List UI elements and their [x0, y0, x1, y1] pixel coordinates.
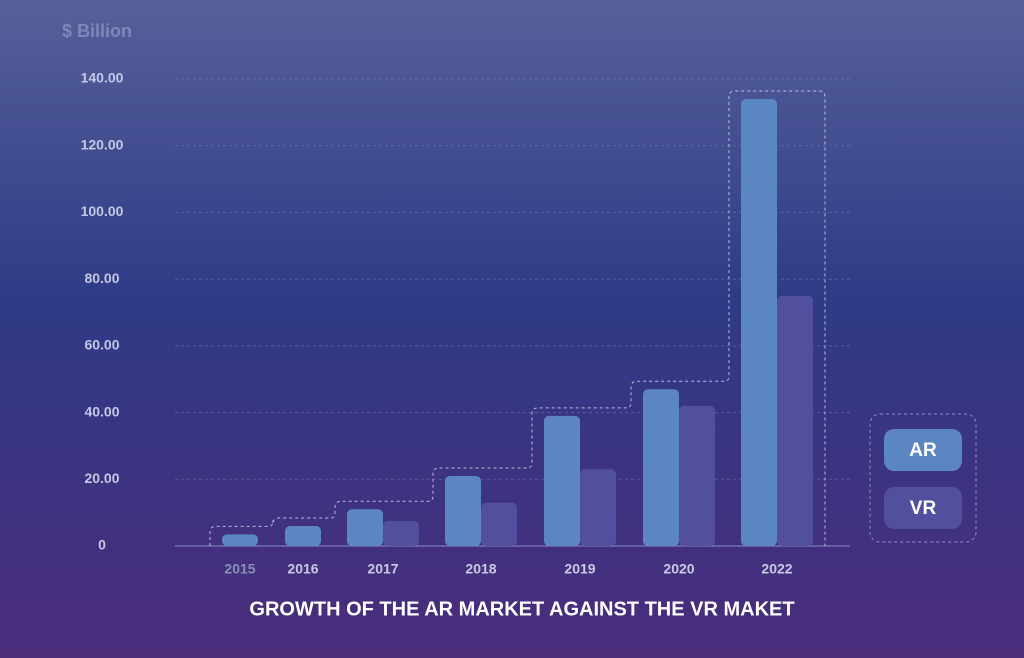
bar	[643, 389, 679, 546]
legend-swatch	[884, 487, 962, 529]
y-tick-label: 0	[98, 537, 106, 553]
bar	[222, 534, 258, 546]
legend-swatch	[884, 429, 962, 471]
bar	[544, 415, 580, 546]
x-tick-label: 2020	[663, 561, 694, 577]
bar	[347, 509, 383, 546]
y-tick-label: 40.00	[84, 403, 119, 419]
bar	[445, 475, 481, 546]
x-tick-label: 2022	[761, 561, 792, 577]
bar	[383, 520, 419, 546]
y-tick-label: 140.00	[81, 70, 124, 86]
bar	[481, 502, 517, 546]
step-outline	[209, 90, 826, 546]
bar	[285, 525, 321, 546]
chart-title: GROWTH OF THE AR MARKET AGAINST THE VR M…	[249, 598, 794, 620]
x-tick-label: 2019	[564, 561, 595, 577]
bar	[777, 295, 813, 546]
legend-frame	[869, 413, 977, 543]
y-tick-label: 120.00	[81, 136, 124, 152]
y-tick-label: 80.00	[84, 270, 119, 286]
x-tick-label: 2018	[465, 561, 496, 577]
y-tick-label: 100.00	[81, 203, 124, 219]
legend-label: AR	[909, 440, 937, 461]
legend-label: VR	[910, 498, 937, 519]
bar	[741, 99, 777, 546]
x-tick-label: 2016	[287, 561, 318, 577]
x-tick-label: 2015	[224, 561, 255, 577]
bar	[679, 405, 715, 546]
y-tick-label: 60.00	[84, 337, 119, 353]
x-tick-label: 2017	[367, 561, 398, 577]
y-tick-label: 20.00	[84, 470, 119, 486]
y-axis-label: $ Billion	[62, 21, 132, 41]
bar	[580, 469, 616, 546]
